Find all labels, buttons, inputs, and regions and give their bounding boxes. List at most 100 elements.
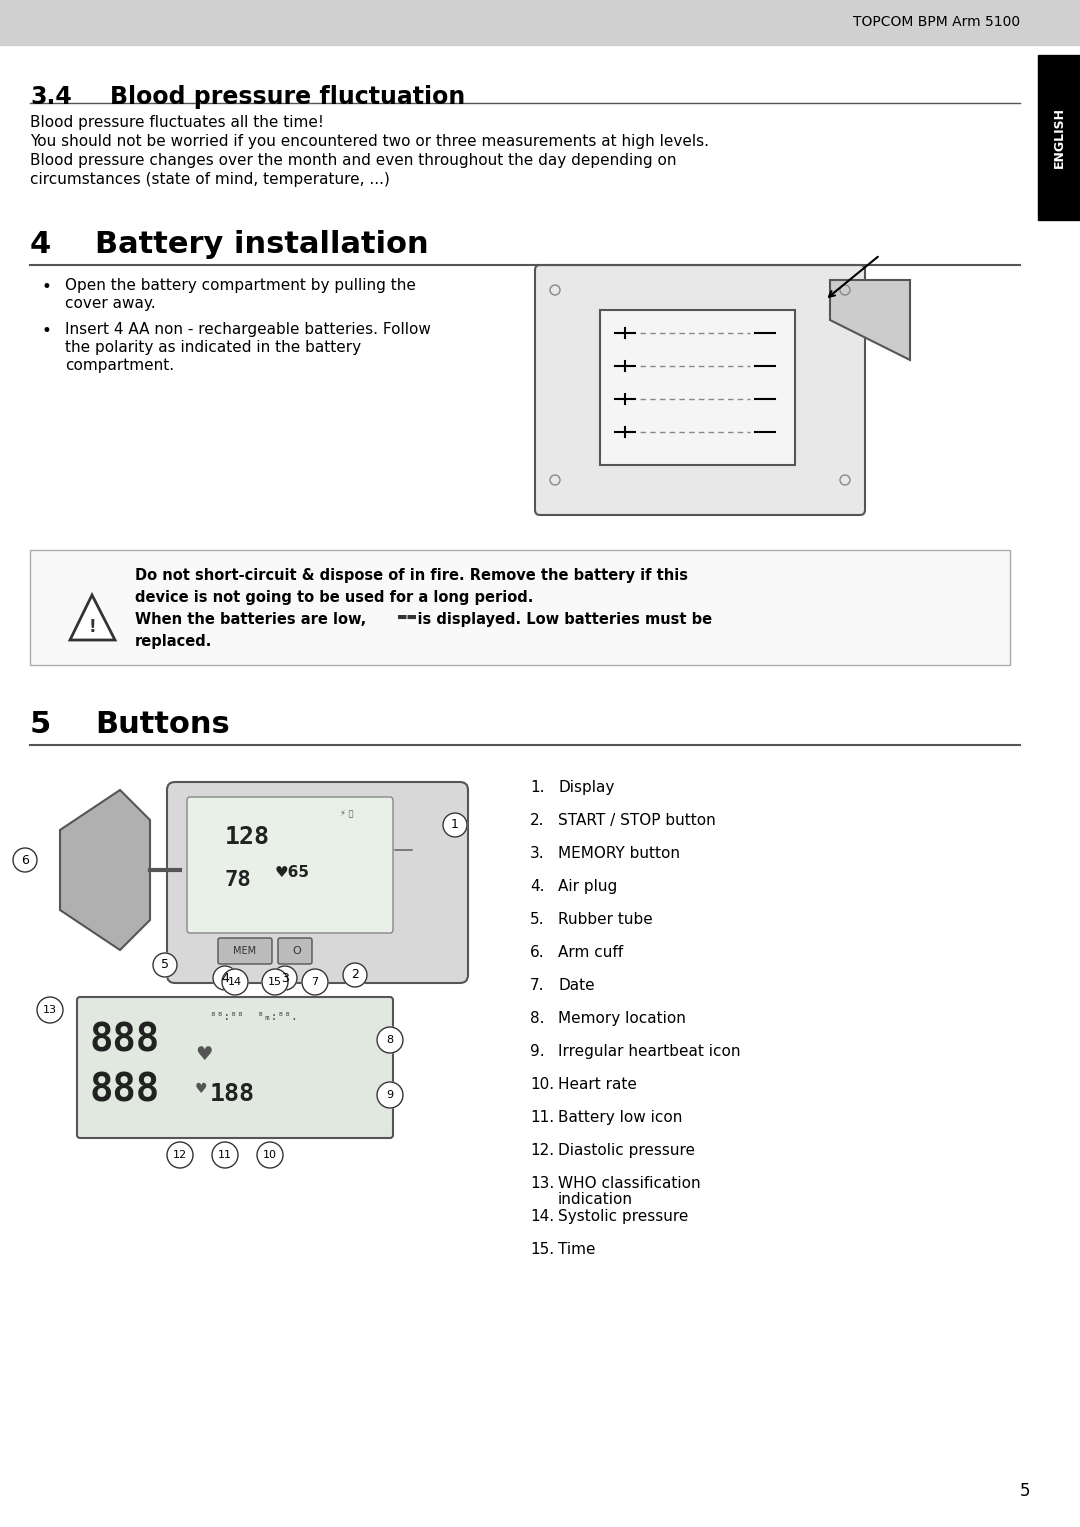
Polygon shape: [70, 596, 114, 640]
Text: cover away.: cover away.: [65, 296, 156, 312]
Text: Open the battery compartment by pulling the: Open the battery compartment by pulling …: [65, 278, 416, 293]
Text: 128: 128: [225, 825, 270, 849]
Text: Do not short-circuit & dispose of in fire. Remove the battery if this: Do not short-circuit & dispose of in fir…: [135, 568, 688, 583]
Bar: [30, 550, 1010, 664]
Text: 14.: 14.: [530, 1209, 554, 1225]
Text: 888: 888: [90, 1022, 160, 1060]
Text: MEM: MEM: [233, 947, 256, 956]
Text: ⚡ 🔋: ⚡ 🔋: [340, 808, 353, 817]
Circle shape: [343, 964, 367, 986]
Text: 10.: 10.: [530, 1077, 554, 1092]
Text: 4: 4: [221, 971, 229, 985]
Text: Time: Time: [558, 1241, 595, 1257]
Text: Blood pressure fluctuates all the time!: Blood pressure fluctuates all the time!: [30, 115, 324, 130]
Text: 5: 5: [30, 710, 51, 739]
Text: ENGLISH: ENGLISH: [1053, 107, 1066, 168]
Circle shape: [153, 953, 177, 977]
Text: Battery low icon: Battery low icon: [558, 1110, 683, 1125]
Text: ⁸⁸:⁸⁸  ⁸ₘ:⁸⁸.: ⁸⁸:⁸⁸ ⁸ₘ:⁸⁸.: [210, 1012, 298, 1022]
Text: 7.: 7.: [530, 977, 544, 993]
FancyBboxPatch shape: [278, 938, 312, 964]
Text: Buttons: Buttons: [95, 710, 230, 739]
Text: You should not be worried if you encountered two or three measurements at high l: You should not be worried if you encount…: [30, 134, 708, 150]
Text: 5: 5: [1020, 1483, 1030, 1500]
Text: Irregular heartbeat icon: Irregular heartbeat icon: [558, 1044, 741, 1060]
Circle shape: [262, 970, 288, 996]
Text: 7: 7: [311, 977, 319, 986]
Text: 4.: 4.: [530, 880, 544, 893]
Circle shape: [377, 1083, 403, 1109]
Circle shape: [302, 970, 328, 996]
Text: Systolic pressure: Systolic pressure: [558, 1209, 688, 1225]
Text: •: •: [42, 322, 52, 341]
Text: 12: 12: [173, 1150, 187, 1161]
Text: 78: 78: [225, 870, 252, 890]
Text: 3.: 3.: [530, 846, 544, 861]
Polygon shape: [60, 789, 150, 950]
Text: circumstances (state of mind, temperature, ...): circumstances (state of mind, temperatur…: [30, 173, 390, 186]
Text: When the batteries are low,          is displayed. Low batteries must be: When the batteries are low, is displayed…: [135, 612, 712, 628]
Text: Diastolic pressure: Diastolic pressure: [558, 1144, 696, 1157]
Text: !: !: [89, 618, 96, 637]
Text: ♥65: ♥65: [275, 864, 310, 880]
Circle shape: [37, 997, 63, 1023]
Text: 3.4: 3.4: [30, 86, 71, 108]
Text: 13.: 13.: [530, 1176, 554, 1191]
Text: Air plug: Air plug: [558, 880, 618, 893]
Text: 13: 13: [43, 1005, 57, 1015]
Text: 9.: 9.: [530, 1044, 544, 1060]
FancyBboxPatch shape: [187, 797, 393, 933]
Text: MEMORY button: MEMORY button: [558, 846, 680, 861]
Text: Arm cuff: Arm cuff: [558, 945, 623, 960]
Text: ♥: ♥: [195, 1083, 207, 1096]
Circle shape: [13, 847, 37, 872]
Text: O: O: [292, 947, 300, 956]
Text: the polarity as indicated in the battery: the polarity as indicated in the battery: [65, 341, 361, 354]
Text: START / STOP button: START / STOP button: [558, 812, 716, 828]
Text: Blood pressure changes over the month and even throughout the day depending on: Blood pressure changes over the month an…: [30, 153, 676, 168]
Bar: [1038, 55, 1080, 220]
Circle shape: [273, 967, 297, 989]
Text: 888: 888: [90, 1072, 160, 1110]
Text: Display: Display: [558, 780, 615, 796]
Text: 2.: 2.: [530, 812, 544, 828]
Text: indication: indication: [558, 1193, 633, 1206]
Bar: [600, 310, 795, 466]
Circle shape: [377, 1028, 403, 1054]
Text: Rubber tube: Rubber tube: [558, 912, 652, 927]
Text: ♥: ♥: [195, 1044, 213, 1064]
FancyBboxPatch shape: [535, 266, 865, 515]
Text: 12.: 12.: [530, 1144, 554, 1157]
Circle shape: [257, 1142, 283, 1168]
FancyBboxPatch shape: [218, 938, 272, 964]
Text: 15: 15: [268, 977, 282, 986]
Text: 1.: 1.: [530, 780, 544, 796]
Text: Insert 4 AA non - rechargeable batteries. Follow: Insert 4 AA non - rechargeable batteries…: [65, 322, 431, 337]
Text: compartment.: compartment.: [65, 357, 174, 373]
Bar: [0, 0, 1080, 44]
Text: 9: 9: [387, 1090, 393, 1099]
Text: 8: 8: [387, 1035, 393, 1044]
Circle shape: [213, 967, 237, 989]
Text: TOPCOM BPM Arm 5100: TOPCOM BPM Arm 5100: [853, 15, 1020, 29]
Text: ▬▬: ▬▬: [397, 612, 418, 621]
Text: Battery installation: Battery installation: [95, 231, 429, 260]
Circle shape: [212, 1142, 238, 1168]
Text: •: •: [42, 278, 52, 296]
Text: 10: 10: [264, 1150, 276, 1161]
Text: device is not going to be used for a long period.: device is not going to be used for a lon…: [135, 589, 534, 605]
Text: 2: 2: [351, 968, 359, 982]
Circle shape: [167, 1142, 193, 1168]
Text: 15.: 15.: [530, 1241, 554, 1257]
Text: 11.: 11.: [530, 1110, 554, 1125]
Text: 4: 4: [30, 231, 51, 260]
Text: 3: 3: [281, 971, 289, 985]
Text: Memory location: Memory location: [558, 1011, 686, 1026]
Text: 5.: 5.: [530, 912, 544, 927]
Text: Heart rate: Heart rate: [558, 1077, 637, 1092]
Text: 1: 1: [451, 818, 459, 832]
Text: 188: 188: [210, 1083, 255, 1106]
Text: 8.: 8.: [530, 1011, 544, 1026]
Circle shape: [443, 812, 467, 837]
Text: replaced.: replaced.: [135, 634, 213, 649]
